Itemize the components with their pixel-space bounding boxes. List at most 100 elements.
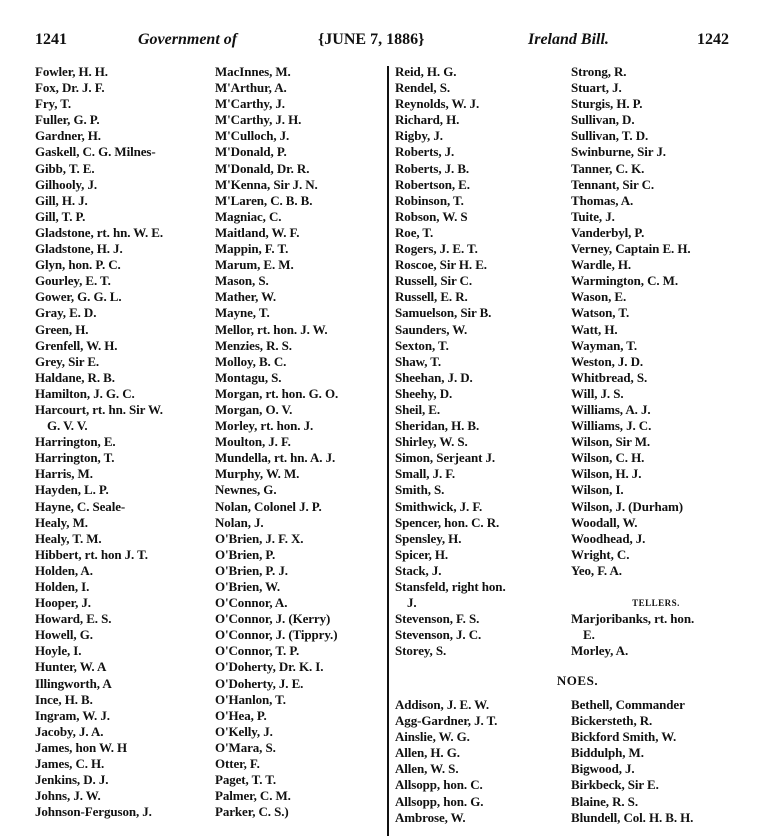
- member-name: Woodall, W.: [571, 514, 638, 530]
- member-name: Allen, W. S.: [395, 761, 459, 777]
- member-name: Shirley, W. S.: [395, 434, 468, 450]
- member-name: Smith, S.: [395, 482, 445, 498]
- left-page-number: 1241: [35, 31, 67, 48]
- member-name: Blundell, Col. H. B. H.: [571, 809, 694, 825]
- member-name: Mayne, T.: [215, 305, 270, 321]
- member-name: Howard, E. S.: [35, 611, 112, 627]
- member-name: Grenfell, W. H.: [35, 337, 118, 353]
- member-name: Morley, rt. hon. J.: [215, 418, 314, 434]
- member-name: Williams, A. J.: [571, 401, 651, 417]
- member-name: Sexton, T.: [395, 337, 449, 353]
- column-divider-rule: [387, 66, 389, 836]
- member-name: Will, J. S.: [571, 385, 624, 401]
- member-name: Swinburne, Sir J.: [571, 144, 666, 160]
- member-name: O'Brien, P. J.: [215, 562, 288, 578]
- member-name: Hunter, W. A: [35, 659, 107, 675]
- member-name: Woodhead, J.: [571, 530, 646, 546]
- member-name: Reid, H. G.: [395, 64, 457, 79]
- tellers-heading: TELLERS.: [632, 598, 680, 609]
- member-name: Hayden, L. P.: [35, 482, 109, 498]
- member-name: Montagu, S.: [215, 369, 282, 385]
- member-name: Wayman, T.: [571, 337, 638, 353]
- member-name: Simon, Serjeant J.: [395, 450, 496, 466]
- member-name: Hibbert, rt. hon J. T.: [35, 546, 148, 562]
- member-name: Johnson-Ferguson, J.: [35, 804, 152, 820]
- member-name: Wilson, H. J.: [571, 466, 642, 482]
- member-name: Nolan, Colonel J. P.: [215, 498, 322, 514]
- member-name: Wilson, J. (Durham): [571, 498, 683, 514]
- member-name: M'Donald, Dr. R.: [215, 160, 310, 176]
- member-name: Gardner, H.: [35, 128, 101, 144]
- member-name: Allsopp, hon. C.: [395, 777, 483, 793]
- member-name: Stevenson, J. C.: [395, 627, 482, 643]
- member-name: Mappin, F. T.: [215, 241, 289, 257]
- member-name: Stevenson, F. S.: [395, 611, 480, 627]
- member-name: Jacoby, J. A.: [35, 723, 104, 739]
- member-name: Stack, J.: [395, 562, 442, 578]
- member-name: Gladstone, rt. hn. W. E.: [35, 224, 163, 240]
- member-name: Palmer, C. M.: [215, 788, 291, 804]
- date-heading: {JUNE 7, 1886}: [318, 31, 425, 48]
- member-name: O'Brien, P.: [215, 546, 276, 562]
- member-name: Vanderbyl, P.: [571, 224, 645, 240]
- member-name: Small, J. F.: [395, 466, 456, 482]
- member-name: Allen, H. G.: [395, 745, 460, 761]
- member-name: Fox, Dr. J. F.: [35, 80, 105, 96]
- member-name: Rigby, J.: [395, 128, 443, 144]
- member-name: Wilson, C. H.: [571, 450, 645, 466]
- member-name: Wilson, Sir M.: [571, 434, 651, 450]
- member-name: Morley, A.: [571, 643, 629, 659]
- member-name: Holden, A.: [35, 562, 93, 578]
- member-name: Nolan, J.: [215, 514, 264, 530]
- member-name: Warmington, C. M.: [571, 273, 678, 289]
- member-name: Shaw, T.: [395, 353, 442, 369]
- member-name: Harris, M.: [35, 466, 93, 482]
- member-name: Sullivan, D.: [571, 112, 635, 128]
- member-name: O'Brien, W.: [215, 579, 280, 594]
- member-name: Ainslie, W. G.: [395, 729, 470, 745]
- member-name: Gray, E. D.: [35, 305, 97, 321]
- member-name: Thomas, A.: [571, 192, 634, 208]
- member-name: Watt, H.: [571, 321, 618, 337]
- member-name: Mundella, rt. hn. A. J.: [215, 450, 336, 466]
- member-name: Roscoe, Sir H. E.: [395, 257, 487, 273]
- member-name: Jenkins, D. J.: [35, 772, 109, 788]
- member-name: Haldane, R. B.: [35, 369, 115, 385]
- member-name: Spencer, hon. C. R.: [395, 514, 500, 530]
- member-name: Bethell, Commander: [571, 697, 685, 712]
- noes-heading: NOES.: [556, 673, 599, 688]
- member-name: Gibb, T. E.: [35, 160, 95, 176]
- member-name: Bickersteth, R.: [571, 713, 653, 729]
- member-name: Biddulph, M.: [571, 745, 644, 761]
- member-name: Hoyle, I.: [35, 643, 82, 659]
- member-name: Holden, I.: [35, 579, 90, 594]
- member-name: Green, H.: [35, 321, 89, 337]
- member-name: Ingram, W. J.: [35, 707, 110, 723]
- member-name: Weston, J. D.: [571, 353, 644, 369]
- member-name: Sturgis, H. P.: [571, 96, 643, 112]
- member-name: Agg-Gardner, J. T.: [395, 713, 498, 729]
- member-name: Gill, T. P.: [35, 208, 86, 224]
- member-name: Robertson, E.: [395, 176, 470, 192]
- member-name: Howell, G.: [35, 627, 93, 643]
- member-name: MacInnes, M.: [215, 64, 291, 79]
- member-name: Yeo, F. A.: [571, 562, 622, 578]
- member-name: Sheridan, H. B.: [395, 418, 480, 434]
- member-name: Johns, J. W.: [35, 788, 101, 804]
- member-name: Murphy, W. M.: [215, 466, 300, 482]
- member-name: Harrington, T.: [35, 450, 115, 466]
- member-name: Hooper, J.: [35, 595, 91, 611]
- left-running-title: Government of: [138, 31, 238, 48]
- member-name: M'Carthy, J.: [215, 96, 285, 112]
- member-name: Russell, E. R.: [395, 289, 468, 305]
- member-name: Whitbread, S.: [571, 369, 648, 385]
- member-name: Reynolds, W. J.: [395, 96, 480, 112]
- member-name: Fuller, G. P.: [35, 112, 100, 128]
- member-name: Molloy, B. C.: [215, 353, 287, 369]
- member-name: Glyn, hon. P. C.: [35, 257, 121, 273]
- member-name: Roberts, J. B.: [395, 160, 470, 176]
- member-name: Grey, Sir E.: [35, 353, 100, 369]
- member-name: Wason, E.: [571, 289, 627, 305]
- member-name: Roberts, J.: [395, 144, 455, 160]
- member-name: O'Connor, T. P.: [215, 643, 300, 659]
